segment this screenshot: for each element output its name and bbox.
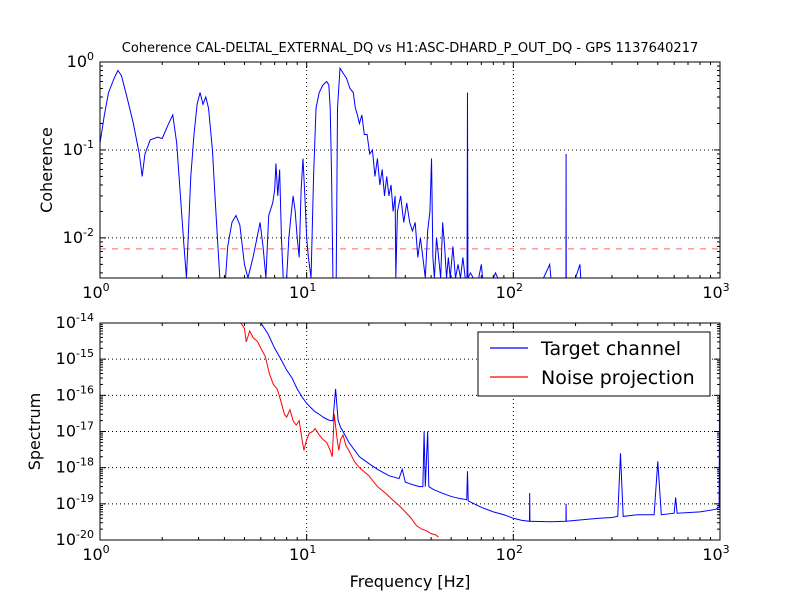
x-tick-label: 100 [82,543,109,564]
y-tick-label: 10-2 [63,226,94,247]
legend-box [477,331,711,397]
x-tick-label: 101 [289,281,316,302]
series-group [240,323,720,538]
legend: Target channel Noise projection [477,331,711,397]
x-tick-label: 102 [496,543,523,564]
y-tick-label: 10-20 [56,528,94,549]
series-line-noise-projection [240,323,439,538]
x-tick-label: 101 [289,543,316,564]
legend-label: Target channel [540,338,681,360]
y-tick-label: 10-16 [56,383,94,404]
spectrum-chart: 100 101 102 103 10-20 10-19 10-18 10-17 10-16 10-… [25,311,730,591]
axes-frame [99,322,721,541]
y-tick-label: 100 [67,50,94,71]
x-axis-label: Frequency [Hz] [350,572,471,591]
y-tick-label: 10-15 [56,347,94,368]
y-axis-label: Spectrum [25,393,44,471]
chart-title: Coherence CAL-DELTAL_EXTERNAL_DQ vs H1:A… [122,41,698,56]
series-group [100,66,720,278]
legend-label: Noise projection [541,367,695,389]
y-tick-label: 10-1 [63,138,94,159]
axes-frame [99,61,721,279]
x-tick-label: 103 [702,543,729,564]
x-tick-label: 100 [82,281,109,302]
coherence-chart: 100 101 102 103 10-2 10-1 100 Coherence CAL-DEL… [37,41,730,302]
series-line-target-channel [260,323,720,523]
x-tick-label: 102 [496,281,523,302]
y-tick-label: 10-17 [56,420,94,441]
y-axis-label: Coherence [37,127,56,213]
series-line-coherence [100,66,720,278]
y-tick-label: 10-14 [56,311,94,332]
x-tick-label: 103 [702,281,729,302]
y-tick-label: 10-19 [56,492,94,513]
y-tick-label: 10-18 [56,456,94,477]
plot-area [100,62,720,278]
